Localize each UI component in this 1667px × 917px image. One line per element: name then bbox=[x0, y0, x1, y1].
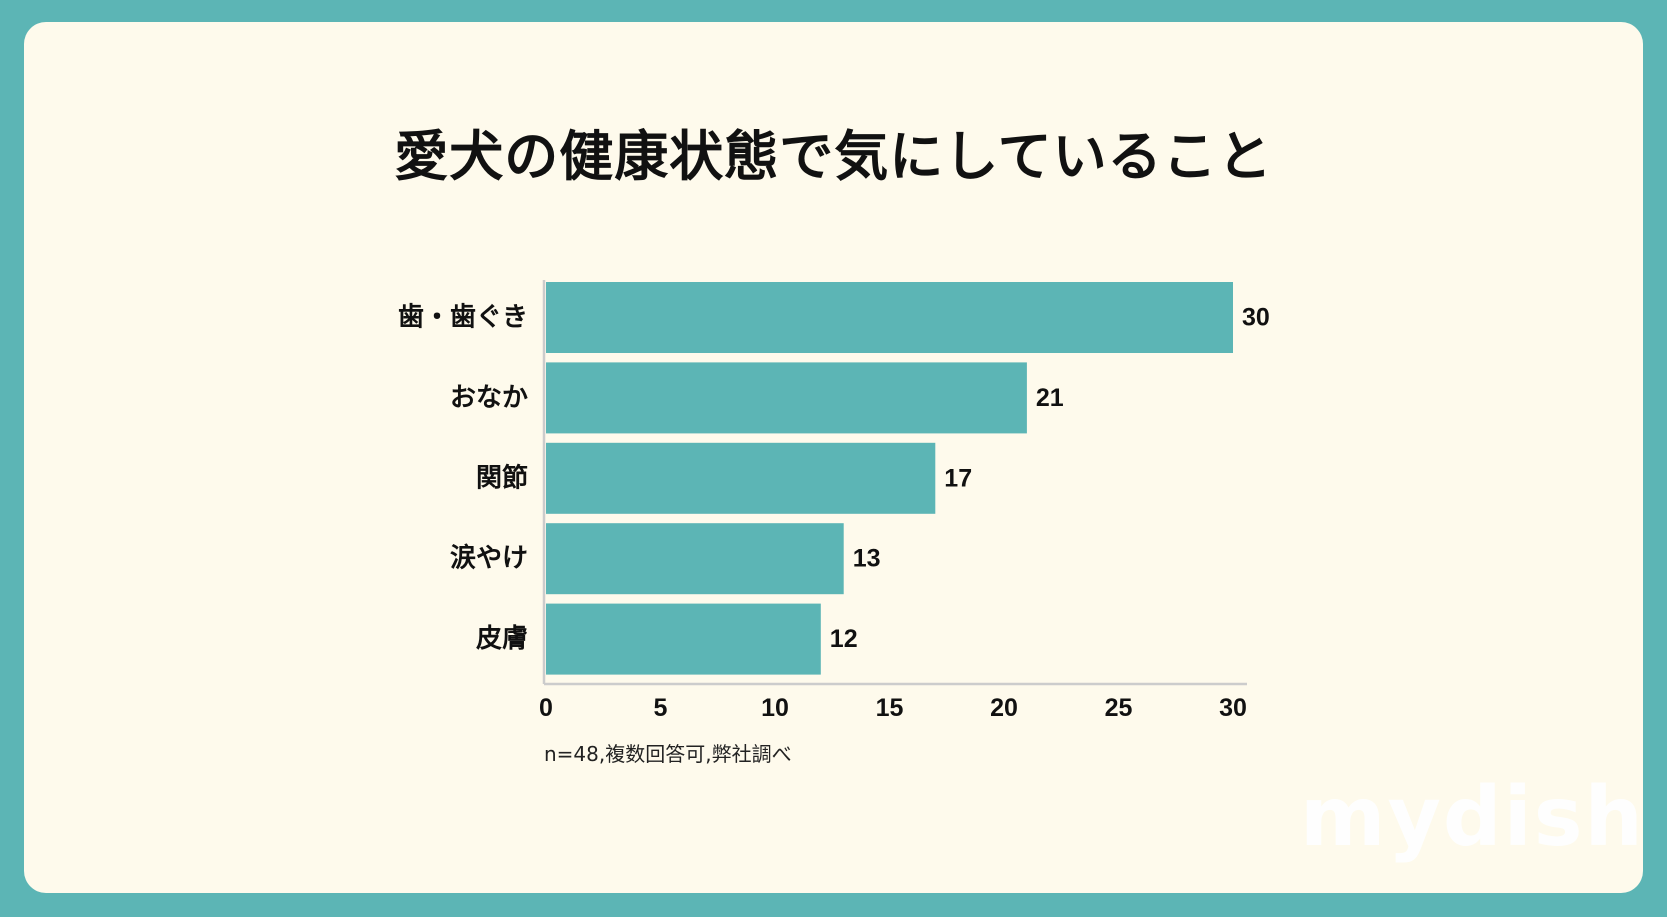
value-label-1: 21 bbox=[1036, 384, 1064, 412]
value-label-4: 12 bbox=[830, 625, 858, 653]
bar-4 bbox=[546, 603, 821, 675]
brand-logo: mydish bbox=[1300, 770, 1645, 865]
value-label-2: 17 bbox=[944, 464, 972, 492]
x-tick-label-2: 10 bbox=[761, 694, 789, 722]
x-tick-label-5: 25 bbox=[1105, 694, 1133, 722]
bar-3 bbox=[546, 523, 844, 595]
category-label-0: 歯・歯ぐき bbox=[398, 303, 528, 333]
bar-1 bbox=[546, 362, 1027, 434]
x-tick-label-6: 30 bbox=[1219, 694, 1247, 722]
bar-0 bbox=[546, 282, 1233, 353]
survey-note: n=48,複数回答可,弊社調べ bbox=[544, 742, 792, 766]
x-tick-label-4: 20 bbox=[990, 694, 1018, 722]
category-label-1: おなか bbox=[450, 383, 528, 413]
x-tick-label-3: 15 bbox=[876, 694, 904, 722]
x-tick-label-1: 5 bbox=[654, 694, 668, 722]
x-tick-label-0: 0 bbox=[539, 694, 553, 722]
category-label-2: 関節 bbox=[476, 462, 528, 493]
category-label-3: 涙やけ bbox=[450, 543, 528, 574]
value-label-0: 30 bbox=[1242, 304, 1270, 332]
category-label-4: 皮膚 bbox=[476, 624, 528, 654]
value-label-3: 13 bbox=[853, 545, 881, 573]
bar-2 bbox=[546, 442, 936, 514]
chart-title: 愛犬の健康状態で気にしていること bbox=[394, 125, 1273, 188]
